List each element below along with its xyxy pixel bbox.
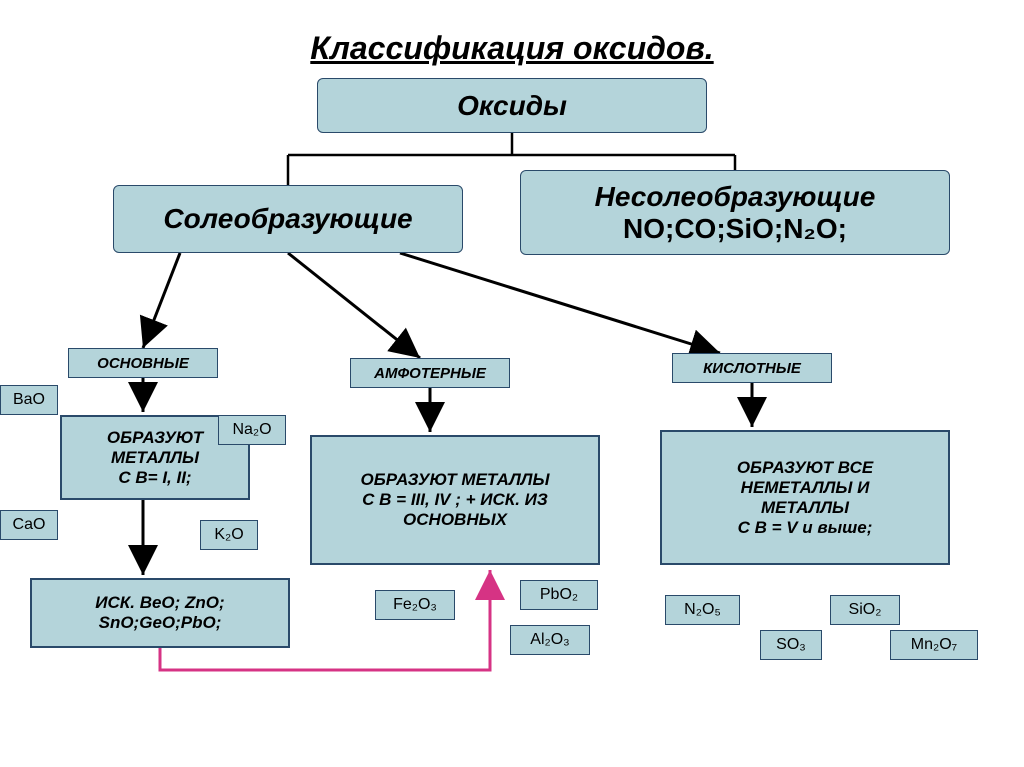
chip-k2o: K₂O — [200, 520, 258, 550]
desc-amphoteric: ОБРАЗУЮТ МЕТАЛЛЫ С В = III, IV ; + ИСК. … — [310, 435, 600, 565]
non-salt-forming-examples: NO;CO;SiO;N₂O; — [623, 213, 847, 245]
chip-so3: SO₃ — [760, 630, 822, 660]
node-salt-forming: Солеобразующие — [113, 185, 463, 253]
node-root: Оксиды — [317, 78, 707, 133]
node-basic: ОСНОВНЫЕ — [68, 348, 218, 378]
desc-acidic: ОБРАЗУЮТ ВСЕ НЕМЕТАЛЛЫ И МЕТАЛЛЫ С В = V… — [660, 430, 950, 565]
chip-fe2o3: Fe₂O₃ — [375, 590, 455, 620]
chip-na2o: Na₂O — [218, 415, 286, 445]
chip-bao: BaO — [0, 385, 58, 415]
chip-mn2o7: Mn₂O₇ — [890, 630, 978, 660]
diagram-title: Классификация оксидов. — [0, 30, 1024, 67]
desc-exceptions: ИСК. BeO; ZnO; SnO;GeO;PbO; — [30, 578, 290, 648]
chip-al2o3: Al₂O₃ — [510, 625, 590, 655]
node-amphoteric: АМФОТЕРНЫЕ — [350, 358, 510, 388]
chip-cao: CaO — [0, 510, 58, 540]
chip-sio2: SiO₂ — [830, 595, 900, 625]
chip-pbo2: PbO₂ — [520, 580, 598, 610]
node-non-salt-forming: Несолеобразующие NO;CO;SiO;N₂O; — [520, 170, 950, 255]
chip-n2o5: N₂O₅ — [665, 595, 740, 625]
non-salt-forming-title: Несолеобразующие — [595, 181, 876, 213]
node-acidic: КИСЛОТНЫЕ — [672, 353, 832, 383]
